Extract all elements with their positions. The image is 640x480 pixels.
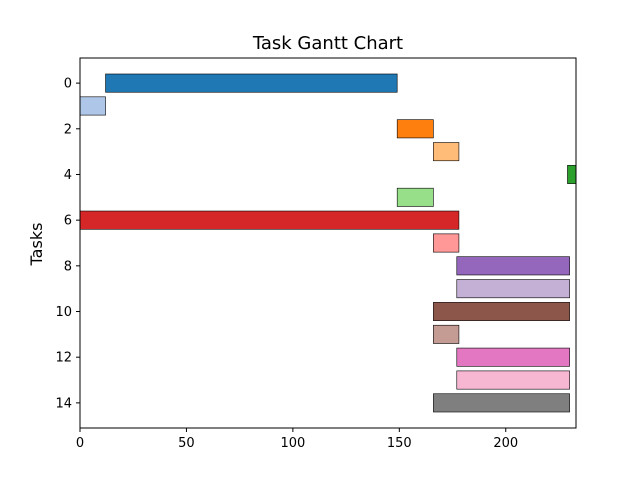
x-axis-ticks: 0 50 100 150 200 <box>76 428 518 451</box>
plot-frame <box>79 57 577 429</box>
y-tick-label: 6 <box>64 214 72 229</box>
y-tick-label: 12 <box>55 351 72 366</box>
y-axis-label: Tasks <box>27 223 46 267</box>
y-tick-label: 0 <box>64 77 72 92</box>
task-bar-1 <box>79 96 106 116</box>
x-tick-label: 0 <box>76 436 84 451</box>
x-tick-label: 100 <box>280 436 305 451</box>
task-bar-10 <box>433 302 570 321</box>
task-bar-12 <box>456 347 570 367</box>
x-tick-label: 150 <box>387 436 412 451</box>
y-tick-label: 14 <box>55 396 72 411</box>
task-bar-0 <box>105 73 398 93</box>
task-bar-11 <box>433 324 460 344</box>
task-bar-8 <box>456 256 570 276</box>
bars-group <box>79 73 577 413</box>
task-bar-6 <box>79 210 460 230</box>
task-bar-5 <box>396 187 434 207</box>
task-bar-7 <box>433 233 460 253</box>
x-tick-label: 50 <box>178 436 195 451</box>
chart-title: Task Gantt Chart <box>252 33 403 54</box>
task-bar-14 <box>433 393 570 413</box>
y-tick-label: 8 <box>64 259 72 274</box>
y-tick-label: 10 <box>55 305 72 320</box>
task-bar-3 <box>433 142 460 162</box>
task-bar-2 <box>396 119 434 139</box>
x-tick-label: 200 <box>493 436 518 451</box>
task-bar-13 <box>456 370 570 390</box>
y-tick-label: 4 <box>64 168 72 183</box>
task-bar-4 <box>567 165 577 184</box>
task-bar-9 <box>456 279 570 299</box>
y-tick-label: 2 <box>64 122 72 137</box>
y-axis-ticks: 0 2 4 6 8 10 12 14 <box>55 77 80 411</box>
